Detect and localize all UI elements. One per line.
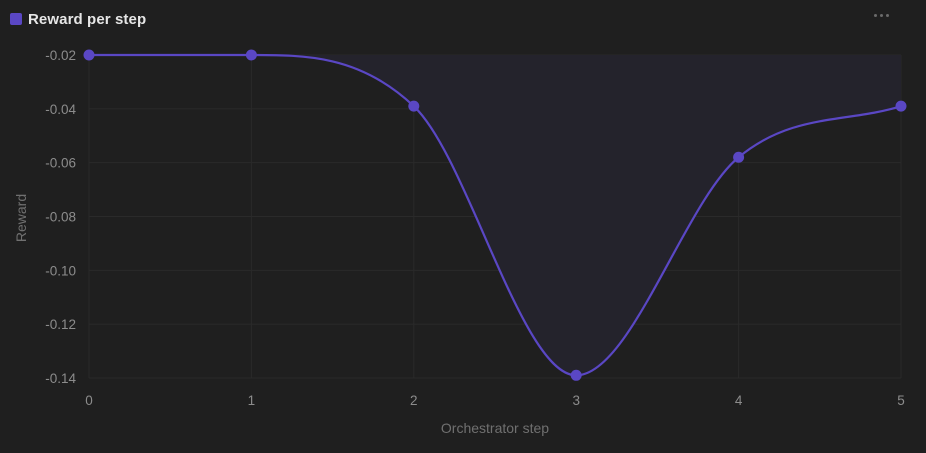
y-tick-label: -0.02 bbox=[45, 48, 76, 63]
x-tick-label: 5 bbox=[897, 393, 905, 408]
y-tick-label: -0.14 bbox=[45, 371, 76, 386]
y-tick-label: -0.06 bbox=[45, 156, 76, 171]
data-point[interactable] bbox=[733, 151, 745, 163]
more-options-button[interactable] bbox=[870, 6, 892, 24]
data-point[interactable] bbox=[895, 100, 907, 112]
x-tick-label: 2 bbox=[410, 393, 418, 408]
data-point[interactable] bbox=[408, 100, 420, 112]
more-horizontal-icon-dot bbox=[879, 13, 883, 17]
data-point[interactable] bbox=[83, 49, 95, 61]
y-axis-ticks: -0.02 -0.04 -0.06 -0.08 -0.10 -0.12 -0.14 bbox=[45, 48, 76, 386]
data-point[interactable] bbox=[245, 49, 257, 61]
x-axis-ticks: 0 1 2 3 4 5 bbox=[85, 393, 905, 408]
x-tick-label: 4 bbox=[735, 393, 743, 408]
y-tick-label: -0.12 bbox=[45, 317, 76, 332]
y-tick-label: -0.04 bbox=[45, 102, 76, 117]
data-point[interactable] bbox=[570, 369, 582, 381]
more-horizontal-icon-dot bbox=[885, 13, 889, 17]
y-tick-label: -0.08 bbox=[45, 210, 76, 225]
x-tick-label: 0 bbox=[85, 393, 93, 408]
x-tick-label: 1 bbox=[248, 393, 256, 408]
x-axis-title: Orchestrator step bbox=[441, 420, 549, 436]
area-fill bbox=[89, 55, 901, 376]
chart-title: Reward per step bbox=[28, 10, 147, 28]
x-tick-label: 3 bbox=[572, 393, 580, 408]
y-tick-label: -0.10 bbox=[45, 263, 76, 278]
chart-header: Reward per step bbox=[10, 10, 146, 28]
legend-swatch-icon bbox=[10, 13, 22, 25]
y-axis-title: Reward bbox=[13, 194, 29, 242]
data-points bbox=[83, 49, 907, 381]
more-horizontal-icon bbox=[873, 13, 877, 17]
